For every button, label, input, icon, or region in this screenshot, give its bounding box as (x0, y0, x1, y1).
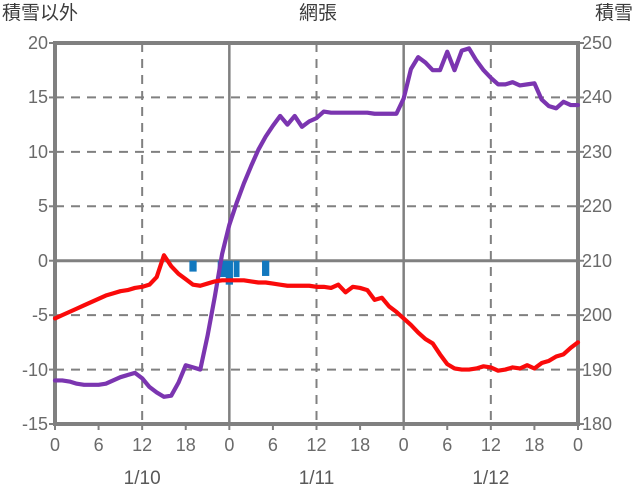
y-tick-right: 220 (582, 196, 613, 217)
chart-title: 網張 (298, 3, 337, 24)
y-tick-right: 180 (582, 414, 613, 434)
y-tick-left: 5 (37, 196, 48, 217)
x-tick: 0 (224, 435, 235, 455)
y-tick-left: -5 (31, 305, 48, 326)
y-tick-right: 250 (582, 33, 613, 53)
y-tick-left: -10 (21, 359, 48, 380)
precipitation-bars (189, 260, 270, 285)
x-tick: 0 (572, 435, 583, 455)
series-line-temperature (52, 253, 581, 373)
x-tick: 12 (132, 435, 153, 455)
precipitation-bar (262, 260, 270, 276)
x-tick: 18 (524, 435, 545, 455)
x-tick: 6 (93, 435, 104, 455)
gridlines (55, 43, 578, 424)
y-tick-left: -15 (21, 414, 48, 434)
y-tick-left: 15 (27, 87, 48, 108)
x-tick: 0 (49, 435, 60, 455)
y-tick-right: 200 (582, 305, 613, 326)
day-label: 1/10 (123, 468, 161, 489)
y-tick-left: 20 (27, 33, 48, 53)
x-tick: 18 (350, 435, 371, 455)
precipitation-bar (225, 260, 233, 285)
x-tick: 6 (442, 435, 453, 455)
y-tick-right: 230 (582, 141, 613, 162)
series-line-snow-depth (52, 46, 581, 399)
x-tick: 18 (175, 435, 196, 455)
x-tick: 0 (398, 435, 409, 455)
day-label: 1/11 (298, 468, 335, 489)
day-label: 1/12 (472, 468, 510, 489)
y-tick-right: 210 (582, 250, 613, 271)
precipitation-bar (189, 260, 197, 272)
precipitation-bar (233, 260, 240, 278)
y-tick-right: 190 (582, 359, 613, 380)
x-tick: 12 (306, 435, 327, 455)
right-axis-title: 積雪 (594, 3, 633, 24)
plot-frame (49, 41, 584, 430)
data-lines (52, 46, 581, 399)
x-tick: 12 (480, 435, 501, 455)
precipitation-bar (217, 260, 227, 278)
y-tick-left: 0 (37, 250, 48, 271)
left-axis-title: 積雪以外 (2, 3, 79, 24)
x-tick: 6 (267, 435, 278, 455)
y-tick-right: 240 (582, 87, 613, 108)
y-tick-left: 10 (27, 141, 48, 162)
